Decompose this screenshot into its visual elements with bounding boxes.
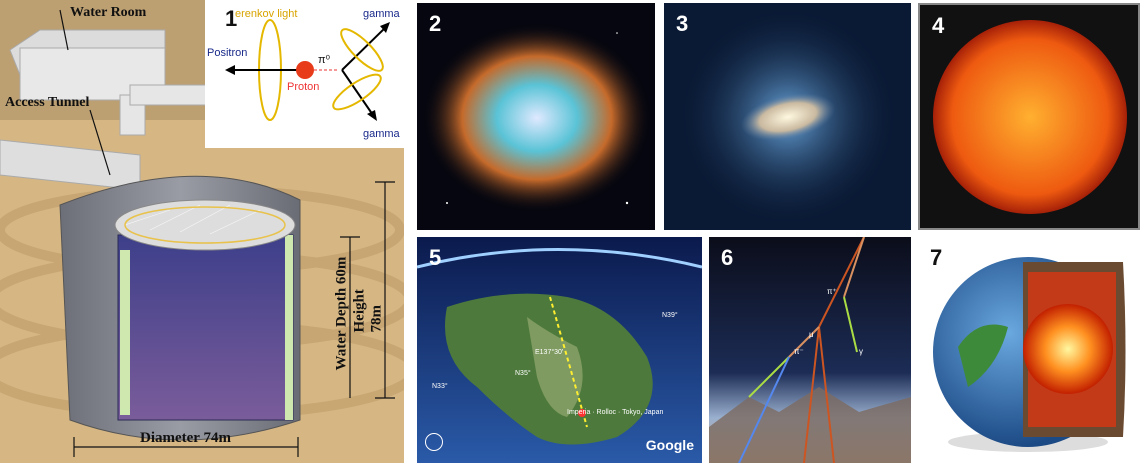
map-image: 5 Imperia · Rolloc · Tokyo, Japan N33° N… <box>417 237 702 463</box>
earth-interior-image: 7 <box>918 237 1142 463</box>
compass-icon <box>425 433 443 451</box>
sun-image: 4 <box>918 3 1140 230</box>
panel-number-3: 3 <box>676 11 689 36</box>
air-shower-image: 6 μ π⁺ π⁻ γ <box>709 237 911 463</box>
panel-number-7: 7 <box>930 245 943 270</box>
pi-minus-label: π⁻ <box>794 347 804 356</box>
latitude-n35-label: N35° <box>515 370 531 377</box>
gamma-top-label: gamma <box>363 8 400 20</box>
proton-decay-inset: 1 erenkov light Positron Proton π⁰ gamma… <box>205 0 405 148</box>
diameter-label: Diameter 74m <box>140 430 231 446</box>
proton-decay-diagram <box>225 19 390 121</box>
height-label: Height 78m <box>351 289 385 333</box>
earth-interior-illustration <box>933 257 1126 452</box>
panel-number-2: 2 <box>429 11 442 36</box>
gamma-bottom-label: gamma <box>363 128 400 140</box>
detector-illustration <box>0 0 404 457</box>
google-logo: Google <box>645 437 694 453</box>
air-shower-illustration <box>709 237 911 463</box>
galaxy-illustration <box>678 7 898 227</box>
positron-label: Positron <box>207 47 248 59</box>
galaxy-image: 3 <box>664 3 911 230</box>
sun-illustration <box>933 20 1127 214</box>
map-illustration <box>417 237 702 463</box>
proton-label: Proton <box>287 81 320 93</box>
access-tunnel-label: Access Tunnel <box>5 95 90 110</box>
latitude-n39-label: N39° <box>662 312 678 319</box>
route-label: Imperia · Rolloc · Tokyo, Japan <box>567 409 664 416</box>
latitude-n33-label: N33° <box>432 383 448 390</box>
panel-number-5: 5 <box>429 245 442 270</box>
longitude-e137-label: E137°30' <box>535 349 564 356</box>
water-room-label: Water Room <box>70 5 147 20</box>
panel-number-4: 4 <box>932 13 945 38</box>
pi-plus-label: π⁺ <box>827 287 837 296</box>
panel-number-1: 1 <box>225 6 238 31</box>
water-depth-label: Water Depth 60m <box>333 256 350 371</box>
pi0-label: π⁰ <box>318 54 330 66</box>
muon-label: μ <box>809 330 814 339</box>
gamma-label: γ <box>859 347 863 356</box>
cerenkov-label: erenkov light <box>235 8 298 20</box>
panel-number-6: 6 <box>721 245 734 270</box>
nebula-illustration <box>422 22 652 213</box>
nebula-image: 2 <box>417 3 655 230</box>
